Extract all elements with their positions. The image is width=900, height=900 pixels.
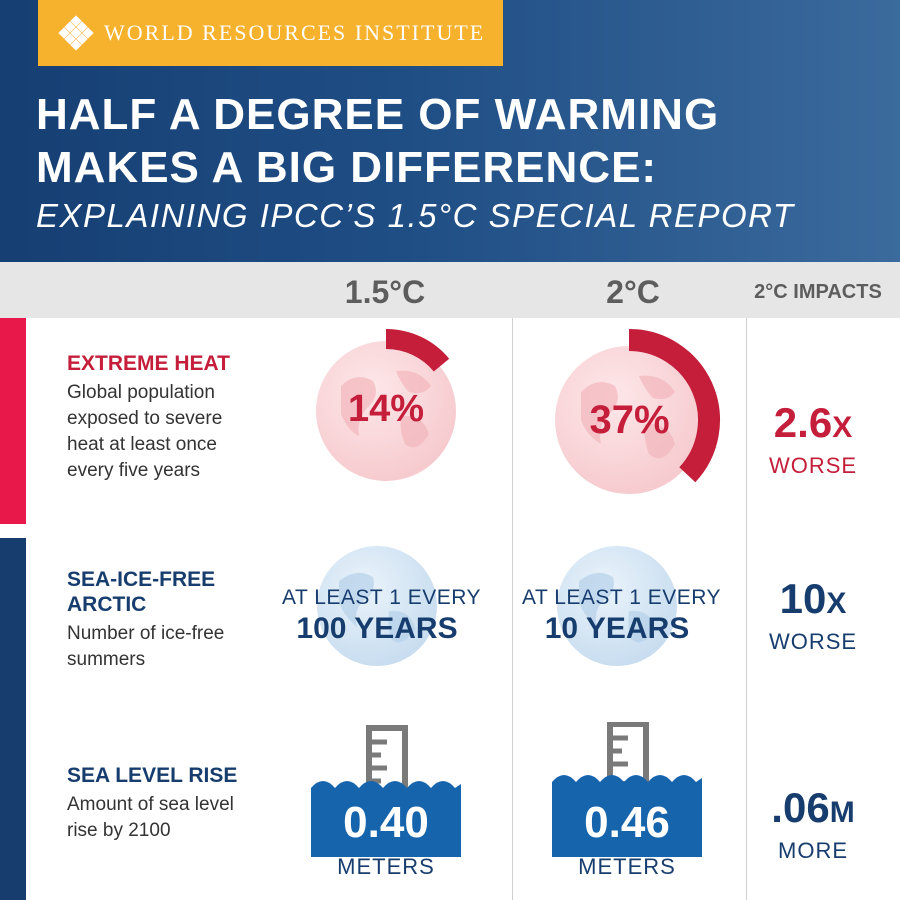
heat-row-title: EXTREME HEAT <box>67 352 230 375</box>
heat-row-description: Global population exposed to severe heat… <box>67 382 223 481</box>
heat-accent-bar <box>0 318 26 524</box>
sea-impact-suffix: M <box>829 796 855 829</box>
arctic-value-2c: AT LEAST 1 EVERY 10 YEARS <box>522 546 722 666</box>
heat-arc-2c <box>628 329 720 483</box>
heat-value-2c: 37% <box>589 398 670 442</box>
sea-level-2c: 0.46 METERS <box>552 721 702 887</box>
heat-arc-1-5c <box>385 329 450 372</box>
sea-value-2c: 0.46 <box>584 798 670 847</box>
brand-name: WORLD RESOURCES INSTITUTE <box>104 20 486 45</box>
sea-value-1-5c: 0.40 <box>343 798 429 847</box>
arctic-row-title: SEA-ICE-FREE ARCTIC <box>67 568 216 616</box>
measuring-gauge-icon <box>552 721 702 857</box>
arctic-line1-2c: AT LEAST 1 EVERY <box>522 586 722 609</box>
arctic-line2-2c: 10 YEARS <box>544 612 690 645</box>
heat-row-label: EXTREME HEAT Global population exposed t… <box>67 351 257 484</box>
sea-impact-label: MORE <box>778 838 848 863</box>
heat-impact: 2.6X WORSE <box>748 400 878 479</box>
arctic-line2-1-5c: 100 YEARS <box>296 612 458 645</box>
sea-level-1-5c: 0.40 METERS <box>311 722 461 887</box>
sea-unit-2c: METERS <box>578 854 676 879</box>
arctic-value-1-5c: AT LEAST 1 EVERY 100 YEARS <box>282 546 482 666</box>
heat-impact-label: WORSE <box>768 453 858 478</box>
sea-row-description: Amount of sea level rise by 2100 <box>67 794 234 841</box>
arctic-impact-label: WORSE <box>768 629 858 654</box>
column-header-2c: 2°C <box>606 274 660 310</box>
sea-row-label: SEA LEVEL RISE Amount of sea level rise … <box>67 763 257 844</box>
heat-impact-value: 2.6X <box>748 400 878 451</box>
heat-impact-number: 2.6 <box>773 399 833 446</box>
arctic-row-description: Number of ice-free summers <box>67 623 225 670</box>
arctic-line1-1-5c: AT LEAST 1 EVERY <box>282 586 482 609</box>
arctic-impact-suffix: X <box>826 587 847 620</box>
heat-impact-suffix: X <box>832 411 853 444</box>
sea-impact: .06M MORE <box>748 785 878 864</box>
globe-icon <box>316 329 456 481</box>
heat-value-1-5c: 14% <box>347 388 425 430</box>
sea-impact-number: .06 <box>771 784 830 831</box>
ocean-accent-bar <box>0 538 26 900</box>
column-divider <box>512 318 513 900</box>
sea-impact-value: .06M <box>748 785 878 836</box>
globe-icon <box>555 329 720 494</box>
column-header-impacts: 2°C IMPACTS <box>754 281 882 303</box>
column-header-1-5c: 1.5°C <box>344 274 426 310</box>
arctic-impact-value: 10X <box>748 576 878 627</box>
sea-row-title: SEA LEVEL RISE <box>67 764 238 787</box>
header-banner: WORLD RESOURCES INSTITUTE HALF A DEGREE … <box>0 0 900 262</box>
sea-unit-1-5c: METERS <box>337 854 435 879</box>
page-subtitle: EXPLAINING IPCC’S 1.5°C SPECIAL REPORT <box>36 197 795 234</box>
arctic-impact-number: 10 <box>779 575 827 622</box>
arctic-impact: 10X WORSE <box>748 576 878 655</box>
brand-bar: WORLD RESOURCES INSTITUTE <box>38 0 503 66</box>
heat-globe-2c: 37% <box>545 326 730 511</box>
wri-logo-icon <box>58 15 94 51</box>
globe-icon <box>317 546 437 666</box>
column-divider <box>746 318 747 900</box>
globe-icon <box>557 546 677 666</box>
heat-globe-1-5c: 14% <box>301 326 471 496</box>
column-header-band <box>0 262 900 318</box>
measuring-gauge-icon <box>311 725 461 857</box>
page-title: HALF A DEGREE OF WARMING MAKES A BIG DIF… <box>36 90 720 192</box>
arctic-row-label: SEA-ICE-FREE ARCTIC Number of ice-free s… <box>67 567 257 673</box>
